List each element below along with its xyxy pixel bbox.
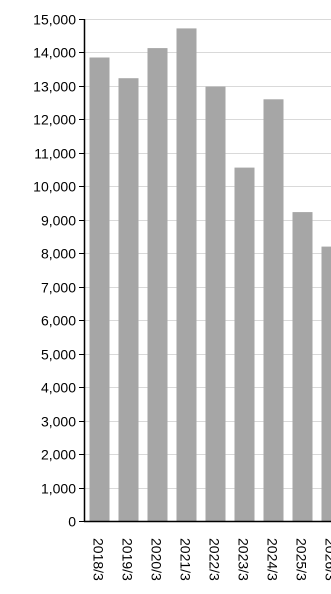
bar-2024-3 [263, 99, 284, 522]
y-tick-label: 9,000 [41, 213, 76, 229]
bar-2018-3 [89, 57, 110, 521]
bar-2023-3 [234, 167, 255, 521]
y-tick-label: 14,000 [33, 45, 76, 61]
bar-2022-3 [205, 86, 226, 521]
y-tick-label: 3,000 [41, 414, 76, 430]
x-tick-label: 2023/3 [236, 538, 252, 581]
y-tick-labels: 0 1,000 2,000 3,000 4,000 5,000 6,000 7,000 8,00… [33, 12, 84, 530]
y-tick-label: 11,000 [34, 146, 76, 162]
bar-2021-3 [176, 28, 197, 522]
y-tick-label: 12,000 [33, 112, 76, 128]
y-tick-label: 6,000 [41, 313, 76, 329]
x-tick-label: 2018/3 [91, 538, 107, 581]
axes [83, 19, 331, 523]
y-tick-label: 15,000 [33, 12, 76, 28]
y-tick-label: 7,000 [41, 280, 76, 296]
y-tick-label: 5,000 [41, 347, 76, 363]
bars [89, 28, 331, 522]
y-tick-label: 4,000 [41, 380, 76, 396]
y-tick-label: 1,000 [41, 481, 76, 497]
y-tick-label: 8,000 [41, 246, 76, 262]
x-tick-label: 2021/3 [178, 538, 194, 581]
y-tick-label: 2,000 [41, 447, 76, 463]
x-tick-label: 2020/3 [149, 538, 165, 581]
y-tick-label: 13,000 [33, 79, 76, 95]
bar-2026-3 [321, 246, 331, 521]
x-tick-label: 2022/3 [207, 538, 223, 581]
bar-2019-3 [118, 78, 139, 521]
y-tick-label: 10,000 [33, 179, 76, 195]
x-tick-label: 2024/3 [265, 538, 281, 581]
bar-2025-3 [292, 212, 313, 521]
x-tick-label: 2019/3 [120, 538, 136, 581]
x-tick-label: 2026/3 [323, 538, 331, 581]
x-tick-labels: 2018/3 2019/3 2020/3 2021/3 2022/3 2023/3 2024… [91, 538, 331, 581]
y-tick-label: 0 [68, 514, 76, 530]
bar-2020-3 [147, 48, 168, 521]
x-tick-label: 2025/3 [294, 538, 310, 581]
